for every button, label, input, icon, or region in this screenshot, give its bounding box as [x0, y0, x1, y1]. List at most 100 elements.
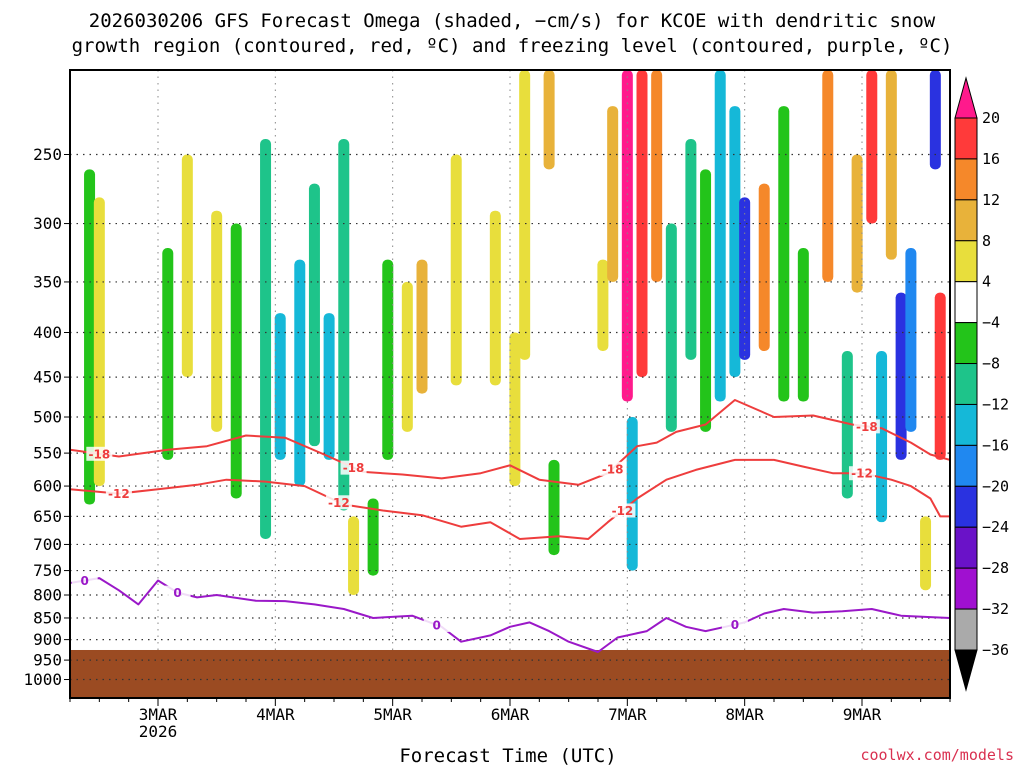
omega-cell — [519, 70, 531, 360]
y-tick-label: 700 — [33, 535, 62, 554]
y-tick-label: 800 — [33, 586, 62, 605]
dgz-minus18-contour-label: -18 — [88, 447, 110, 461]
dgz-minus12-contour-label-bg — [105, 486, 132, 501]
omega-cell — [230, 223, 242, 499]
omega-cell — [929, 70, 941, 170]
colorbar-swatch — [954, 608, 978, 651]
omega-cell — [211, 210, 223, 432]
y-tick-label: 1000 — [23, 670, 62, 689]
x-tick-year: 2026 — [139, 722, 178, 741]
plot-area: -18 -18 -18 -18 -12 -12 -12 -12 0 0 0 0 — [69, 69, 951, 699]
dgz-minus18-contour — [70, 399, 950, 486]
omega-cell — [348, 516, 360, 596]
omega-cell — [778, 106, 790, 402]
dgz-minus12-contour-label: -12 — [851, 467, 873, 481]
omega-cell — [489, 210, 501, 386]
omega-cell — [685, 139, 697, 360]
omega-cell — [876, 350, 888, 523]
dgz-minus12-contour-label-bg — [325, 495, 352, 510]
omega-cell — [700, 169, 712, 432]
y-tick-label: 500 — [33, 408, 62, 427]
colorbar-top-arrow — [954, 76, 978, 119]
dgz-minus18-contour-label-bg — [86, 446, 113, 461]
omega-cell — [84, 169, 96, 505]
omega-cell — [93, 197, 105, 487]
y-tick-label: 650 — [33, 507, 62, 526]
omega-cell — [758, 183, 770, 351]
x-tick-label: 8MAR — [725, 705, 764, 724]
dgz-minus12-contour-label: -12 — [108, 487, 130, 501]
colorbar-swatch — [954, 281, 978, 324]
colorbar-swatch — [954, 567, 978, 610]
y-tick-label: 550 — [33, 444, 62, 463]
colorbar-swatch — [954, 403, 978, 446]
omega-cell — [822, 70, 834, 282]
x-tick-label: 7MAR — [608, 705, 647, 724]
dgz-minus18-contour-label-bg — [340, 460, 367, 475]
x-tick-label: 4MAR — [256, 705, 295, 724]
colorbar-swatch — [954, 240, 978, 283]
omega-cell — [543, 70, 555, 170]
omega-cell — [797, 247, 809, 402]
colorbar-label: 4 — [982, 273, 991, 291]
colorbar-swatch — [954, 199, 978, 242]
colorbar-swatch — [954, 526, 978, 569]
colorbar-bottom-arrow — [954, 649, 978, 692]
omega-cell — [714, 70, 726, 402]
omega-cell — [729, 106, 741, 378]
omega-cell — [548, 459, 560, 556]
freezing-level-contour-label: 0 — [432, 618, 440, 632]
y-axis: 250 300 350 400 450 500 550 600 650 700 750 800 850 9… — [23, 145, 70, 689]
freezing-level-contour — [70, 577, 950, 653]
chart-title-line2: growth region (contoured, red, ºC) and f… — [72, 35, 953, 57]
colorbar-label: −16 — [982, 436, 1009, 454]
omega-cell — [308, 183, 320, 447]
omega-cell — [338, 139, 350, 511]
omega-cell — [323, 313, 335, 460]
omega-cell — [607, 106, 619, 282]
contour-layer: -18 -18 -18 -18 -12 -12 -12 -12 0 0 0 0 — [70, 399, 950, 681]
omega-cell — [934, 292, 946, 460]
x-tick-label: 9MAR — [843, 705, 882, 724]
colorbar-label: 20 — [982, 109, 1000, 127]
y-tick-label: 300 — [33, 214, 62, 233]
colorbar-label: −12 — [982, 395, 1009, 413]
x-tick-label: 5MAR — [373, 705, 412, 724]
colorbar-swatch — [954, 485, 978, 528]
colorbar-label: −20 — [982, 477, 1009, 495]
dgz-minus18-contour-label-bg — [853, 419, 880, 434]
omega-cell — [181, 154, 193, 378]
y-tick-label: 250 — [33, 145, 62, 164]
colorbar-swatch — [954, 158, 978, 201]
omega-cell — [509, 332, 521, 487]
chart-title-line1: 2026030206 GFS Forecast Omega (shaded, −… — [89, 10, 936, 32]
omega-cell — [626, 417, 638, 571]
omega-cell — [841, 350, 853, 499]
omega-cell — [162, 247, 174, 460]
y-tick-label: 600 — [33, 477, 62, 496]
y-tick-label: 400 — [33, 323, 62, 342]
x-tick-label: 6MAR — [491, 705, 530, 724]
colorbar-swatch — [954, 117, 978, 160]
dgz-minus12-contour-label: -12 — [328, 496, 350, 510]
dgz-minus12-contour-label: -12 — [612, 504, 634, 518]
y-tick-label: 750 — [33, 561, 62, 580]
freezing-level-contour-label-bg — [71, 573, 98, 588]
omega-shading-layer — [84, 70, 946, 596]
dgz-minus18-contour-label: -18 — [856, 420, 878, 434]
omega-cell — [382, 259, 394, 460]
freezing-level-contour-label: 0 — [173, 586, 181, 600]
credit-text: coolwx.com/models — [860, 746, 1014, 764]
colorbar-label: 16 — [982, 150, 1000, 168]
omega-cell — [665, 223, 677, 432]
omega-cell — [651, 70, 663, 282]
y-tick-label: 950 — [33, 651, 62, 670]
colorbar: 20 16 12 8 4 −4 −8 −12 −16 −20 −24 −28 −32 −36 — [954, 76, 1009, 692]
y-tick-label: 900 — [33, 630, 62, 649]
omega-cell — [920, 516, 932, 591]
omega-cell — [885, 70, 897, 260]
omega-cell — [450, 154, 462, 386]
omega-cell — [597, 259, 609, 351]
